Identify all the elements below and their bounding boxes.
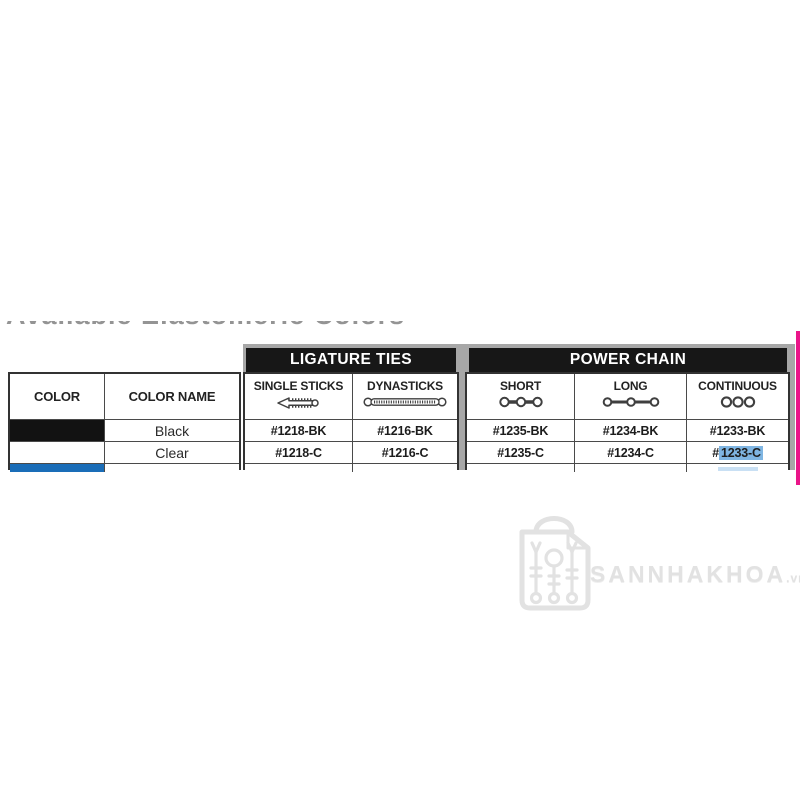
ligature-ties-table: SINGLE STICKS DYNASTICKS #1218-BK #1216-… [243,372,459,472]
column-header-dynasticks: DYNASTICKS [353,374,457,420]
swatch-next-row-partial [10,464,105,472]
single-sticks-label: SINGLE STICKS [253,379,344,393]
swatch-clear [10,442,105,464]
watermark-text: SANNHAKHOA.vn [590,561,800,588]
pink-accent-line [796,331,800,485]
continuous-chain-icon [720,396,755,408]
column-header-color-name: COLOR NAME [105,374,239,420]
code-clear-continuous-prefix: # [712,445,719,460]
code-clear-continuous-highlighted: 1233-C [718,445,763,460]
long-chain-icon [602,397,659,407]
column-header-continuous: CONTINUOUS [687,374,788,420]
partial-row-cell [575,464,687,472]
watermark: SANNHAKHOA.vn [510,506,800,621]
group-header-ligature-ties-label: LIGATURE TIES [289,351,413,368]
color-name-clear: Clear [105,442,239,464]
dynasticks-icon [363,397,447,407]
partial-row-cell [687,464,788,472]
power-chain-table: SHORT LONG CONTINUOUS [465,372,790,472]
short-chain-icon [498,396,543,408]
partial-row-cell [353,464,457,472]
code-clear-single-sticks: #1218-C [245,442,353,464]
swatch-black [10,420,105,442]
group-header-ligature-ties: LIGATURE TIES [246,348,456,372]
code-clear-short: #1235-C [467,442,575,464]
continuous-label: CONTINUOUS [698,379,777,393]
code-black-single-sticks: #1218-BK [245,420,353,442]
dental-bag-icon [519,516,591,611]
code-black-short: #1235-BK [467,420,575,442]
partial-row-cell [245,464,353,472]
group-header-power-chain-label: POWER CHAIN [569,351,687,368]
column-header-long: LONG [575,374,687,420]
color-table: COLOR COLOR NAME Black Clear [8,372,241,472]
long-label: LONG [613,379,648,393]
single-sticks-icon [276,397,319,409]
column-header-single-sticks: SINGLE STICKS [245,374,353,420]
dynasticks-label: DYNASTICKS [366,379,443,393]
code-clear-dynasticks: #1216-C [353,442,457,464]
short-label: SHORT [499,379,541,393]
watermark-tld: .vn [786,571,800,585]
color-name-black: Black [105,420,239,442]
partial-row-cell [467,464,575,472]
code-black-continuous: #1233-BK [687,420,788,442]
page-title-text: Available Elastomeric Colors [6,321,446,331]
partial-row-highlight-sliver [717,467,758,471]
watermark-brand: SANNHAKHOA [590,561,787,587]
page-title: Available Elastomeric Colors [6,321,446,334]
color-name-next-row-partial [105,464,239,472]
group-header-power-chain: POWER CHAIN [469,348,787,372]
code-clear-continuous: #1233-C [687,442,788,464]
code-black-dynasticks: #1216-BK [353,420,457,442]
code-clear-long: #1234-C [575,442,687,464]
column-header-color: COLOR [10,374,105,420]
column-header-short: SHORT [467,374,575,420]
code-black-long: #1234-BK [575,420,687,442]
